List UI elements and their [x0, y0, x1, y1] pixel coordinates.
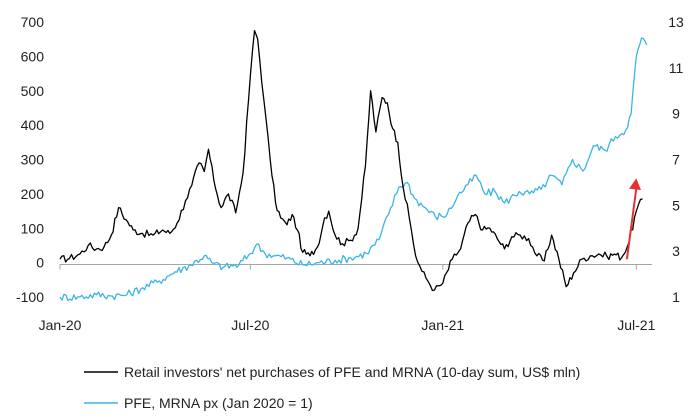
- chart-axes: -1000100200300400500600700135791113Jan-2…: [16, 14, 684, 333]
- annotation-arrow-head: [629, 178, 641, 191]
- y-right-tick-label: 11: [669, 60, 684, 76]
- x-tick-label: Jul-20: [231, 317, 269, 333]
- y-left-tick-label: 100: [21, 220, 45, 236]
- y-left-tick-label: 600: [21, 48, 45, 64]
- y-right-tick-label: 7: [672, 152, 680, 168]
- y-left-tick-label: 500: [21, 83, 45, 99]
- y-right-tick-label: 1: [672, 289, 680, 305]
- y-right-tick-label: 3: [672, 243, 680, 259]
- y-right-tick-label: 5: [672, 197, 680, 213]
- y-left-tick-label: 300: [21, 152, 45, 168]
- legend-label-pfe-mrna-price: PFE, MRNA px (Jan 2020 = 1): [124, 395, 313, 411]
- y-left-tick-label: 700: [21, 14, 45, 30]
- y-left-tick-label: 400: [21, 117, 45, 133]
- x-tick-label: Jan-21: [421, 317, 464, 333]
- series-line-pfe-mrna-price: [59, 37, 648, 302]
- annotation-arrow-shaft: [625, 188, 638, 260]
- y-left-tick-label: -100: [16, 289, 44, 305]
- chart-series-layer: [59, 29, 648, 302]
- y-left-tick-label: 0: [36, 255, 44, 271]
- y-right-tick-label: 9: [672, 106, 680, 122]
- legend-label-retail-purchases: Retail investors' net purchases of PFE a…: [124, 364, 580, 380]
- chart-legend: Retail investors' net purchases of PFE a…: [84, 364, 580, 411]
- x-tick-label: Jul-21: [617, 317, 655, 333]
- y-right-tick-label: 13: [668, 14, 684, 30]
- y-left-tick-label: 200: [21, 186, 45, 202]
- series-line-retail-purchases: [59, 29, 643, 292]
- chart-annotation-layer: [625, 178, 641, 260]
- x-tick-label: Jan-20: [39, 317, 82, 333]
